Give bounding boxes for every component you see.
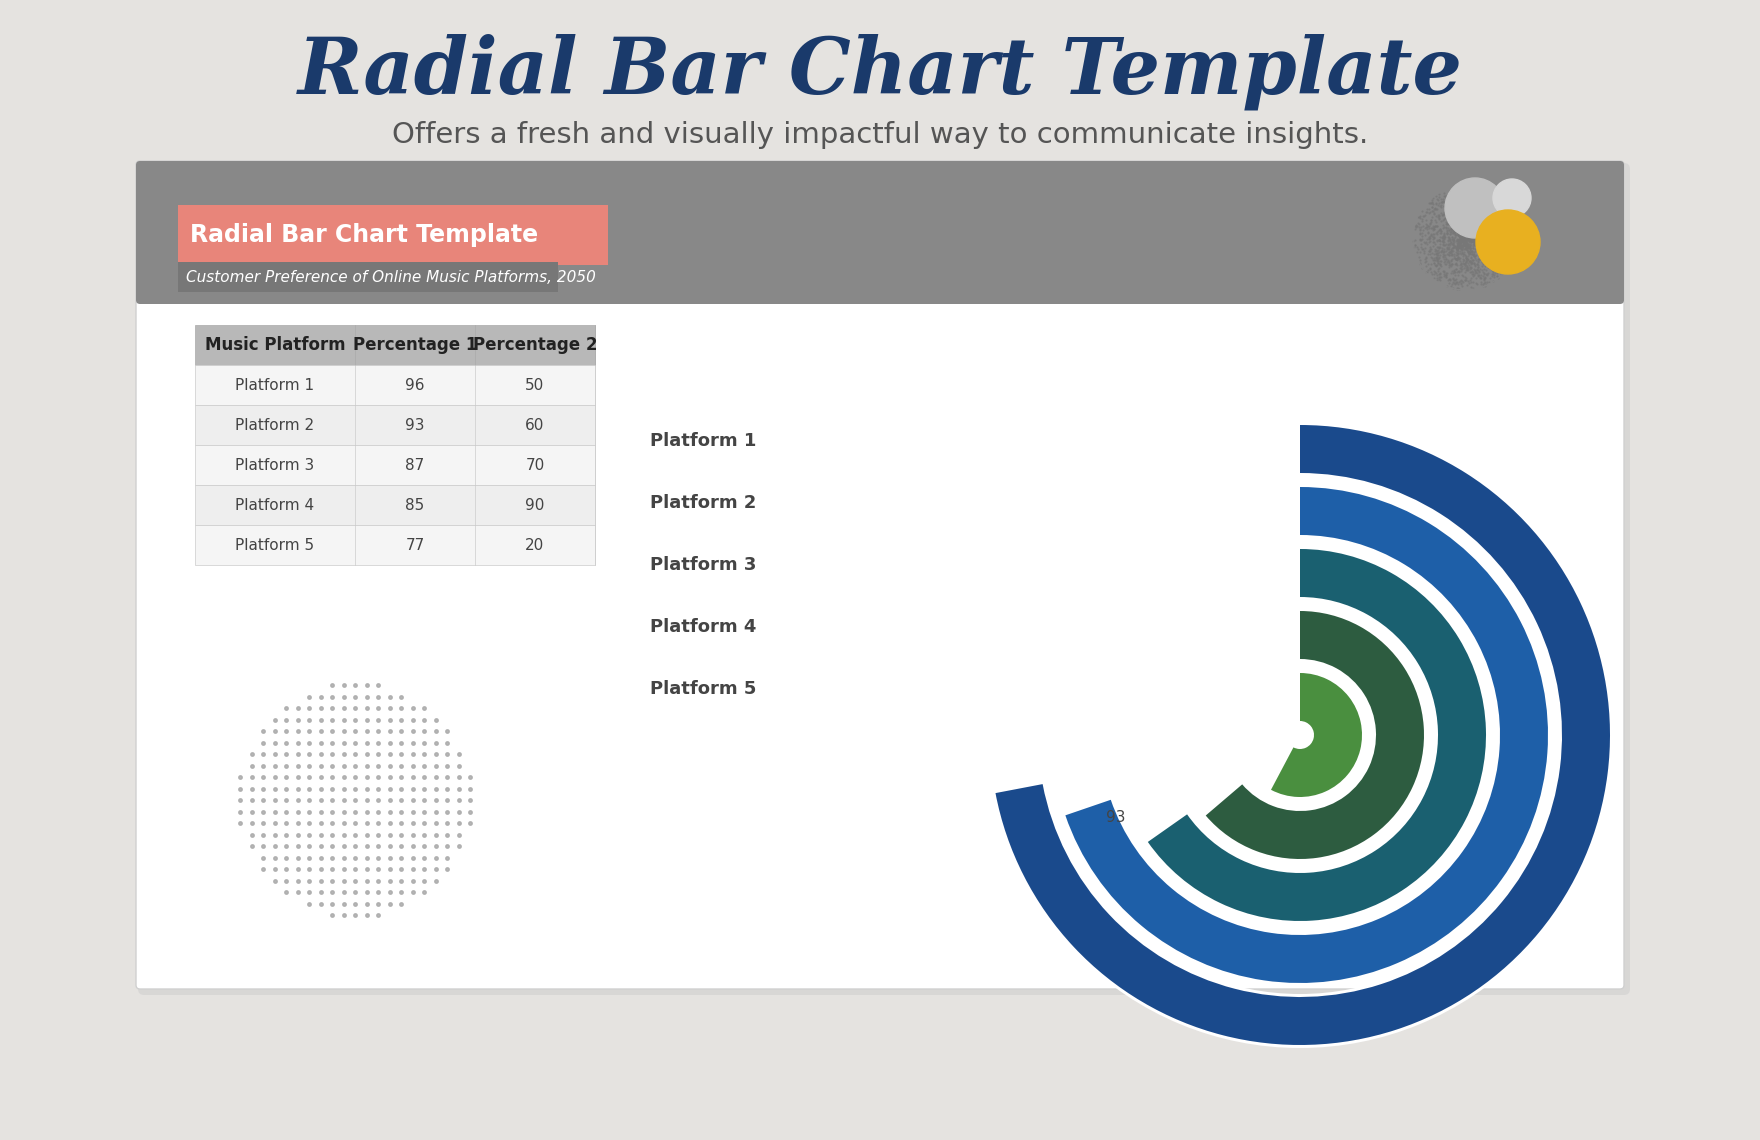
Text: 90: 90 — [524, 497, 544, 513]
Text: 96: 96 — [405, 377, 424, 392]
Text: Percentage 1: Percentage 1 — [352, 336, 477, 355]
Text: 85: 85 — [405, 497, 424, 513]
Circle shape — [1492, 179, 1531, 217]
Bar — [141, 233, 1619, 300]
Bar — [195, 365, 595, 405]
Text: 87: 87 — [405, 457, 424, 472]
FancyBboxPatch shape — [136, 161, 1624, 990]
Text: Radial Bar Chart Template: Radial Bar Chart Template — [190, 223, 539, 247]
Wedge shape — [1271, 673, 1362, 797]
Text: 20: 20 — [526, 537, 544, 553]
Wedge shape — [1111, 546, 1489, 925]
Bar — [178, 205, 607, 264]
Text: 77: 77 — [405, 537, 424, 553]
Bar — [195, 484, 595, 526]
FancyBboxPatch shape — [137, 163, 1630, 995]
Text: 70: 70 — [526, 457, 544, 472]
Text: Platform 5: Platform 5 — [649, 679, 757, 698]
Wedge shape — [996, 425, 1610, 1045]
Wedge shape — [1206, 611, 1424, 860]
Wedge shape — [987, 422, 1612, 1048]
Wedge shape — [1065, 487, 1549, 983]
Text: Platform 2: Platform 2 — [236, 417, 315, 432]
Text: Platform 1: Platform 1 — [236, 377, 315, 392]
Wedge shape — [1236, 670, 1366, 800]
Text: Percentage 2: Percentage 2 — [473, 336, 597, 355]
Text: 93: 93 — [1105, 811, 1126, 825]
Text: Platform 4: Platform 4 — [649, 618, 757, 636]
Text: Platform 5: Platform 5 — [236, 537, 315, 553]
Circle shape — [1445, 178, 1505, 238]
Text: 50: 50 — [526, 377, 544, 392]
Bar — [178, 262, 558, 292]
Text: Platform 3: Platform 3 — [649, 556, 757, 575]
Bar — [141, 165, 1619, 300]
Text: Offers a fresh and visually impactful way to communicate insights.: Offers a fresh and visually impactful wa… — [392, 121, 1368, 149]
Text: Platform 4: Platform 4 — [236, 497, 315, 513]
Text: Platform 2: Platform 2 — [649, 494, 757, 512]
Text: Radial Bar Chart Template: Radial Bar Chart Template — [297, 34, 1463, 111]
Text: Customer Preference of Online Music Platforms, 2050: Customer Preference of Online Music Plat… — [187, 269, 597, 285]
Wedge shape — [1172, 608, 1427, 862]
Text: Platform 1: Platform 1 — [649, 432, 757, 450]
Bar — [195, 445, 595, 484]
Bar — [195, 526, 595, 565]
Text: Platform 3: Platform 3 — [236, 457, 315, 472]
Text: 60: 60 — [524, 417, 544, 432]
Wedge shape — [1148, 549, 1485, 921]
Text: 93: 93 — [405, 417, 424, 432]
Wedge shape — [1049, 484, 1551, 986]
Bar — [195, 325, 595, 365]
Bar — [195, 405, 595, 445]
Text: Music Platform: Music Platform — [204, 336, 345, 355]
FancyBboxPatch shape — [136, 161, 1624, 304]
Circle shape — [1477, 210, 1540, 274]
